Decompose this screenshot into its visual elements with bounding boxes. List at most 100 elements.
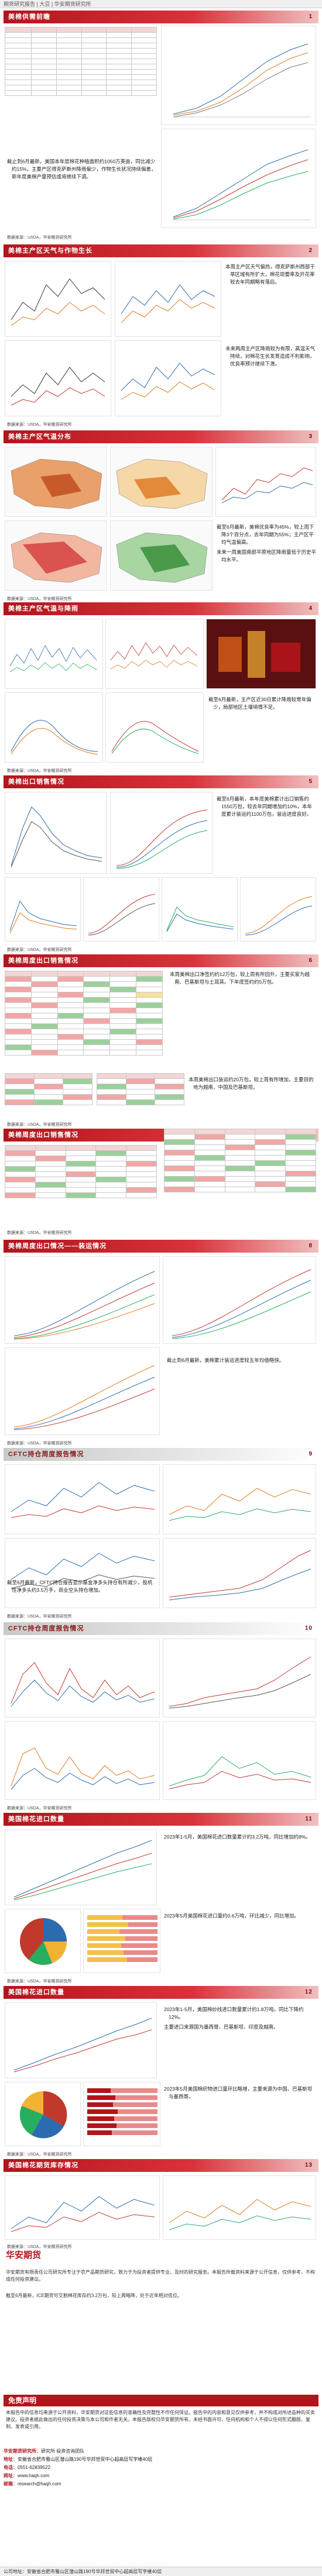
section-8-text: 截止到6月最新，美棉累计装运进度较五年均值略快。 <box>167 1357 285 1363</box>
section-title: 美国棉花期货库存情况 <box>8 2162 78 2169</box>
chart-imports-pie <box>5 1909 81 1973</box>
chart-temp-rain-1 <box>5 619 103 689</box>
chart-stocks-2 <box>163 2175 316 2240</box>
chart-shipments-3 <box>5 1347 160 1435</box>
chart-stocks-1 <box>5 2175 160 2240</box>
section-9: CFTC持仓周度报告情况 9 <box>4 1448 318 1461</box>
section-13: 美国棉花期货库存情况 13 <box>4 2159 318 2172</box>
weekly-sales-table <box>5 971 163 1056</box>
weekly-sales-table-3 <box>97 1073 184 1105</box>
chart-crop-condition <box>161 129 316 228</box>
disclaimer-text: 本报告中的信息均来源于公开资料，华安期货对这些信息的准确性及完整性不作任何保证。… <box>6 2410 315 2429</box>
contact-item: 华安期货研究所：研究所 投资咨询团队 <box>4 2449 85 2454</box>
section-10: CFTC持仓周度报告情况 10 <box>4 1622 318 1635</box>
section-5-text: 截至6月最新，本年度美棉累计出口销售约1550万包，较去年同期增加约10%，本年… <box>217 796 312 817</box>
section-2-text-b: 未来两周主产区降雨较为有限，高温天气持续，对棉花生长发育造成不利影响，优良率预计… <box>225 346 316 367</box>
weekly-sales-table-2 <box>5 1073 93 1105</box>
line-chart <box>173 43 311 118</box>
chart-export-sales-2 <box>110 792 213 874</box>
section-number: 1 <box>309 13 313 20</box>
chart-export-small-1 <box>5 877 81 942</box>
email-link: research@haqh.com <box>18 2481 61 2487</box>
weekly-sales-table-5 <box>164 1129 316 1192</box>
chart-cftc-8 <box>163 1721 316 1800</box>
chart-imports-stacked <box>83 1909 160 1973</box>
section-title: 美棉周度出口情况——装运情况 <box>8 1243 107 1250</box>
section-title: 美棉主产区天气与作物生长 <box>8 247 93 254</box>
map-outlook-1 <box>5 520 107 591</box>
section-13-summary: 截至6月最新，ICE期货可交割棉花库存约3.2万包，较上周略降，处于近年相对低位… <box>6 2293 182 2298</box>
section-12-text-a: 2023年1-5月，美国棉纱线进口数量累计约1.8万吨，同比下降约12%。 主要… <box>164 2006 304 2030</box>
section-title: CFTC持仓周度报告情况 <box>8 1451 84 1458</box>
chart-export-sales-1 <box>5 792 107 874</box>
company-logo: 华安期货 <box>6 2250 42 2260</box>
section-6: 美棉周度出口销售情况 6 <box>4 954 318 967</box>
chart-planting-progress <box>161 26 316 125</box>
section-2: 美棉主产区天气与作物生长 2 <box>4 244 318 257</box>
chart-export-small-3 <box>162 877 238 942</box>
section-6-text-b: 本周美棉出口装运约20万包，较上周有所增加，主要目的地为越南、中国及巴基斯坦。 <box>189 1077 314 1090</box>
chart-weather-4 <box>115 340 221 416</box>
contact-item[interactable]: 邮箱：research@haqh.com <box>4 2481 61 2487</box>
footer-address: 公司地址：安徽省合肥市蜀山区潜山路190号华邦世贸中心超高层写字楼40层 <box>0 2567 322 2576</box>
section-2-text-a: 本周主产区天气偏热，得克萨斯州西部干旱区域有所扩大，棉花现蕾率及开花率较去年同期… <box>225 264 316 285</box>
contact-list: 华安期货研究所：研究所 投资咨询团队 地址：安徽省合肥市蜀山区潜山路190号华邦… <box>4 2447 318 2488</box>
section-11-text-a: 2023年1-5月，美国棉花进口数量累计约3.2万吨，同比增加约8%。 <box>164 1834 311 1840</box>
section-4-text: 截至6月最新，主产区近30日累计降雨较常年偏少，局部地区土壤墒情不足。 <box>208 696 311 710</box>
chart-temp-rain-2 <box>105 619 204 689</box>
section-3-text: 截至6月最新，美棉优良率为45%，较上周下降3个百分点，去年同期为55%；主产区… <box>217 524 317 563</box>
section-4: 美棉主产区气温与降雨 4 <box>4 602 318 615</box>
section-12: 美国棉花进口数量 12 <box>4 1986 318 1999</box>
section-1-text: 截止到6月最新，美国本年度棉花种植面积约1050万英亩，同比减少约15%，主要产… <box>7 158 156 180</box>
chart-condition-3 <box>215 447 316 517</box>
source-note: 数据来源：USDA，华安期货研究所 <box>7 236 72 240</box>
section-6-text: 本周美棉出口净签约约12万包，较上周有所回升，主要买家为越南、巴基斯坦与土耳其。… <box>170 971 310 985</box>
chart-cftc-5 <box>5 1639 160 1718</box>
contact-item: 地址：安徽省合肥市蜀山区潜山路190号华邦世贸中心超高层写字楼40层 <box>4 2457 153 2462</box>
chart-cftc-3 <box>5 1538 160 1608</box>
chart-cftc-1 <box>5 1464 160 1534</box>
section-3: 美棉主产区气温分布 3 <box>4 430 318 443</box>
section-9-text: 截至6月最新，CFTC持仓报告显示基金净多头持仓有所减少，投机性净多头约3.5万… <box>7 1580 153 1593</box>
chart-imports-1 <box>5 1829 157 1905</box>
chart-weather-3 <box>5 340 111 416</box>
section-title: 美国棉花进口数量 <box>8 1989 64 1996</box>
chart-export-small-4 <box>240 877 316 942</box>
section-title: CFTC持仓周度报告情况 <box>8 1625 84 1632</box>
section-8: 美棉周度出口情况——装运情况 8 <box>4 1240 318 1253</box>
contact-item: 电话：0551-62839522 <box>4 2465 51 2470</box>
chart-yarn-stacked <box>83 2082 160 2146</box>
section-title: 美棉主产区气温分布 <box>8 433 71 440</box>
map-outlook-2 <box>110 520 213 591</box>
section-12-text-c: 2023年5月美国棉织物进口量环比略增，主要来源为中国、巴基斯坦与墨西哥。 <box>164 2086 313 2099</box>
chart-temp-rain-3 <box>5 692 103 763</box>
section-5: 美棉出口销售情况 5 <box>4 775 318 788</box>
section-1: 美棉供需前瞻 1 <box>4 11 318 23</box>
map-temperature-2 <box>110 447 213 517</box>
contact-item[interactable]: 网址：www.haqh.com <box>4 2473 50 2478</box>
chart-cftc-4 <box>163 1538 316 1608</box>
section-11: 美国棉花进口数量 11 <box>4 1813 318 1826</box>
company-intro: 华安期货有限责任公司研究所专注于农产品期货研究，致力于为投资者提供专业、及时的研… <box>6 2270 315 2282</box>
section-banner: 美棉供需前瞻 1 <box>4 11 318 23</box>
website-link: www.haqh.com <box>18 2473 50 2478</box>
section-title: 美棉主产区气温与降雨 <box>8 605 78 612</box>
chart-yarn-imports-1 <box>5 2002 157 2078</box>
section-title: 美棉周度出口销售情况 <box>8 957 78 964</box>
supply-demand-table <box>5 27 157 96</box>
chart-heatmap <box>206 619 316 689</box>
section-11-text-b: 2023年5月美国棉花进口量约0.6万吨，环比减少，同比增加。 <box>164 1913 299 1919</box>
chart-cftc-7 <box>5 1721 160 1800</box>
chart-temp-rain-4 <box>105 692 204 763</box>
chart-cftc-2 <box>163 1464 316 1534</box>
section-title: 美棉供需前瞻 <box>8 13 50 20</box>
section-title: 美国棉花进口数量 <box>8 1816 64 1823</box>
section-title: 美棉周度出口销售情况 <box>8 1132 78 1139</box>
section-title: 美棉出口销售情况 <box>8 778 64 785</box>
report-header: 期货研究报告 | 大豆 | 华安期货研究所 <box>0 0 322 8</box>
chart-cftc-6 <box>163 1639 316 1718</box>
chart-yarn-pie <box>5 2082 81 2146</box>
chart-shipments-2 <box>163 1256 316 1344</box>
chart-export-small-2 <box>83 877 159 942</box>
